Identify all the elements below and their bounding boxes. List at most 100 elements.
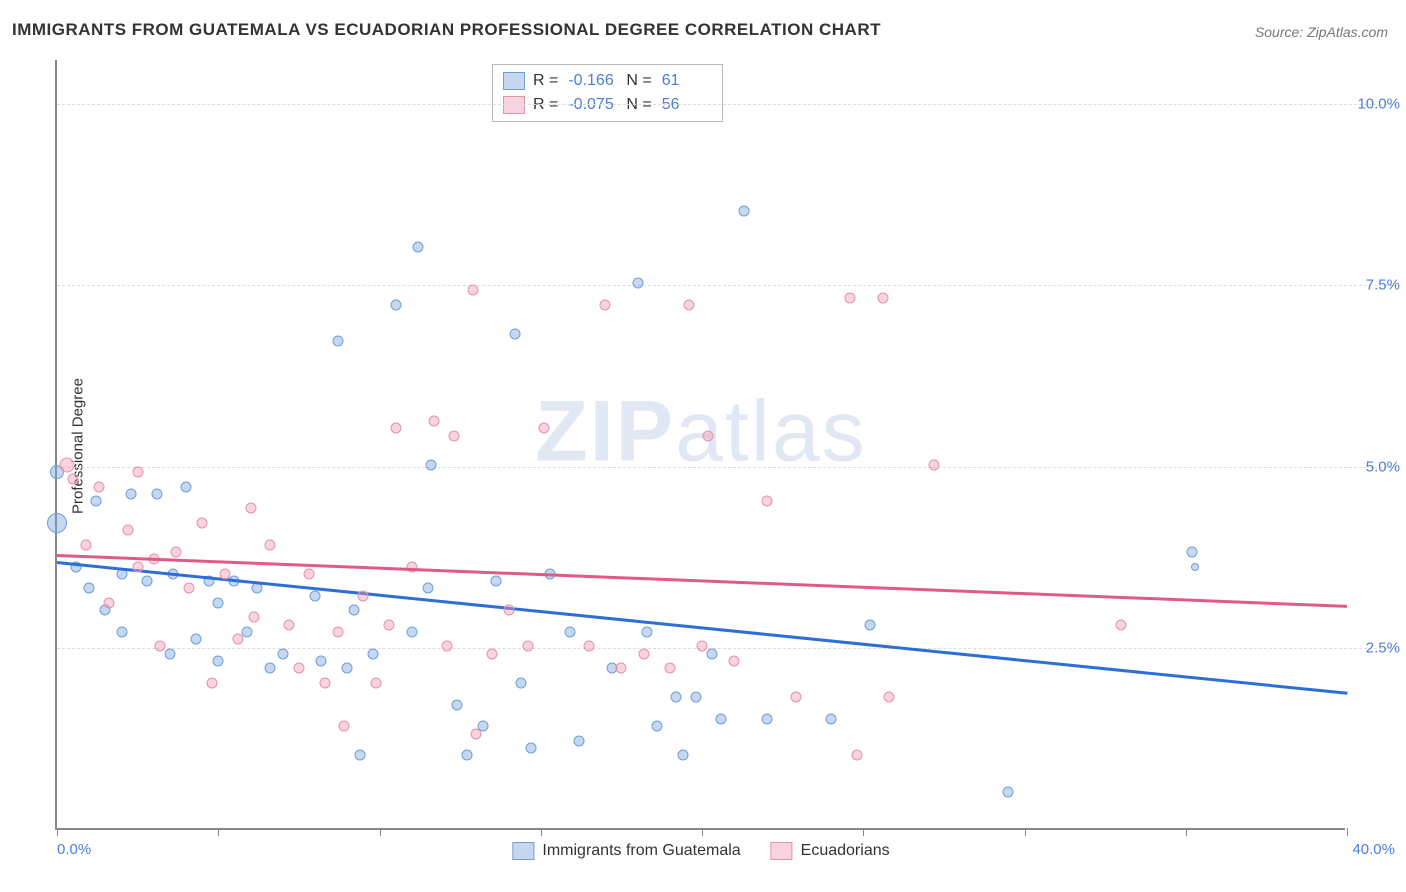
- data-point: [574, 735, 585, 746]
- x-axis-min: 0.0%: [57, 841, 91, 858]
- legend-n-label: N =: [626, 72, 651, 90]
- data-point: [248, 612, 259, 623]
- legend-row: R =-0.166N =61: [503, 69, 712, 93]
- data-point: [390, 299, 401, 310]
- data-point: [509, 329, 520, 340]
- legend-row: R = -0.075 N = 56: [503, 93, 712, 117]
- data-point: [600, 299, 611, 310]
- data-point: [638, 648, 649, 659]
- legend-n-value: 61: [662, 72, 712, 90]
- data-point: [448, 430, 459, 441]
- data-point: [390, 423, 401, 434]
- data-point: [384, 619, 395, 630]
- data-point: [348, 605, 359, 616]
- legend-swatch: [503, 72, 525, 90]
- x-tick: [218, 828, 219, 836]
- data-point: [213, 597, 224, 608]
- data-point: [651, 721, 662, 732]
- data-point: [1187, 546, 1198, 557]
- legend-n-label: N =: [626, 96, 651, 114]
- gridline: [57, 104, 1397, 105]
- correlation-legend: R =-0.166N =61R =-0.075N =56: [492, 64, 723, 122]
- data-point: [471, 728, 482, 739]
- data-point: [864, 619, 875, 630]
- chart-container: IMMIGRANTS FROM GUATEMALA VS ECUADORIAN …: [0, 0, 1406, 892]
- data-point: [442, 641, 453, 652]
- data-point: [368, 648, 379, 659]
- data-point: [59, 457, 74, 472]
- data-point: [103, 597, 114, 608]
- data-point: [219, 568, 230, 579]
- data-point: [642, 626, 653, 637]
- data-point: [90, 496, 101, 507]
- data-point: [516, 677, 527, 688]
- legend-item: Immigrants from Guatemala: [512, 842, 740, 860]
- data-point: [132, 467, 143, 478]
- data-point: [761, 496, 772, 507]
- legend-n-value: 56: [662, 96, 712, 114]
- data-point: [1191, 563, 1199, 571]
- data-point: [316, 655, 327, 666]
- data-point: [584, 641, 595, 652]
- data-point: [126, 488, 137, 499]
- data-point: [242, 626, 253, 637]
- data-point: [664, 663, 675, 674]
- data-point: [190, 634, 201, 645]
- y-tick-label: 5.0%: [1366, 458, 1400, 475]
- data-point: [671, 692, 682, 703]
- data-point: [84, 583, 95, 594]
- data-point: [164, 648, 175, 659]
- data-point: [564, 626, 575, 637]
- data-point: [845, 292, 856, 303]
- legend-r-label: R =: [533, 72, 558, 90]
- source-label: Source: ZipAtlas.com: [1255, 24, 1388, 40]
- data-point: [181, 481, 192, 492]
- x-axis-max: 40.0%: [1352, 841, 1395, 858]
- legend-swatch: [512, 842, 534, 860]
- data-point: [538, 423, 549, 434]
- data-point: [264, 539, 275, 550]
- data-point: [93, 481, 104, 492]
- legend-r-value: -0.075: [568, 96, 618, 114]
- data-point: [47, 513, 67, 533]
- data-point: [355, 750, 366, 761]
- legend-series-name: Immigrants from Guatemala: [542, 842, 740, 860]
- data-point: [426, 459, 437, 470]
- data-point: [490, 576, 501, 587]
- data-point: [697, 641, 708, 652]
- data-point: [451, 699, 462, 710]
- legend-item: Ecuadorians: [771, 842, 890, 860]
- series-legend: Immigrants from Guatemala Ecuadorians: [512, 842, 889, 860]
- data-point: [371, 677, 382, 688]
- data-point: [729, 655, 740, 666]
- data-point: [851, 750, 862, 761]
- data-point: [468, 285, 479, 296]
- x-tick: [541, 828, 542, 836]
- data-point: [332, 626, 343, 637]
- data-point: [284, 619, 295, 630]
- data-point: [264, 663, 275, 674]
- data-point: [319, 677, 330, 688]
- x-tick: [1186, 828, 1187, 836]
- scatter-plot: ZIPatlas R =-0.166N =61R =-0.075N =56 Im…: [55, 60, 1345, 830]
- x-tick: [380, 828, 381, 836]
- data-point: [929, 459, 940, 470]
- data-point: [790, 692, 801, 703]
- data-point: [422, 583, 433, 594]
- gridline: [57, 467, 1397, 468]
- data-point: [716, 714, 727, 725]
- data-point: [461, 750, 472, 761]
- data-point: [171, 546, 182, 557]
- y-tick-label: 10.0%: [1357, 95, 1400, 112]
- chart-title: IMMIGRANTS FROM GUATEMALA VS ECUADORIAN …: [12, 20, 881, 40]
- data-point: [526, 743, 537, 754]
- data-point: [703, 430, 714, 441]
- data-point: [293, 663, 304, 674]
- data-point: [116, 626, 127, 637]
- data-point: [232, 634, 243, 645]
- data-point: [884, 692, 895, 703]
- data-point: [68, 474, 79, 485]
- data-point: [522, 641, 533, 652]
- data-point: [132, 561, 143, 572]
- legend-r-label: R =: [533, 96, 558, 114]
